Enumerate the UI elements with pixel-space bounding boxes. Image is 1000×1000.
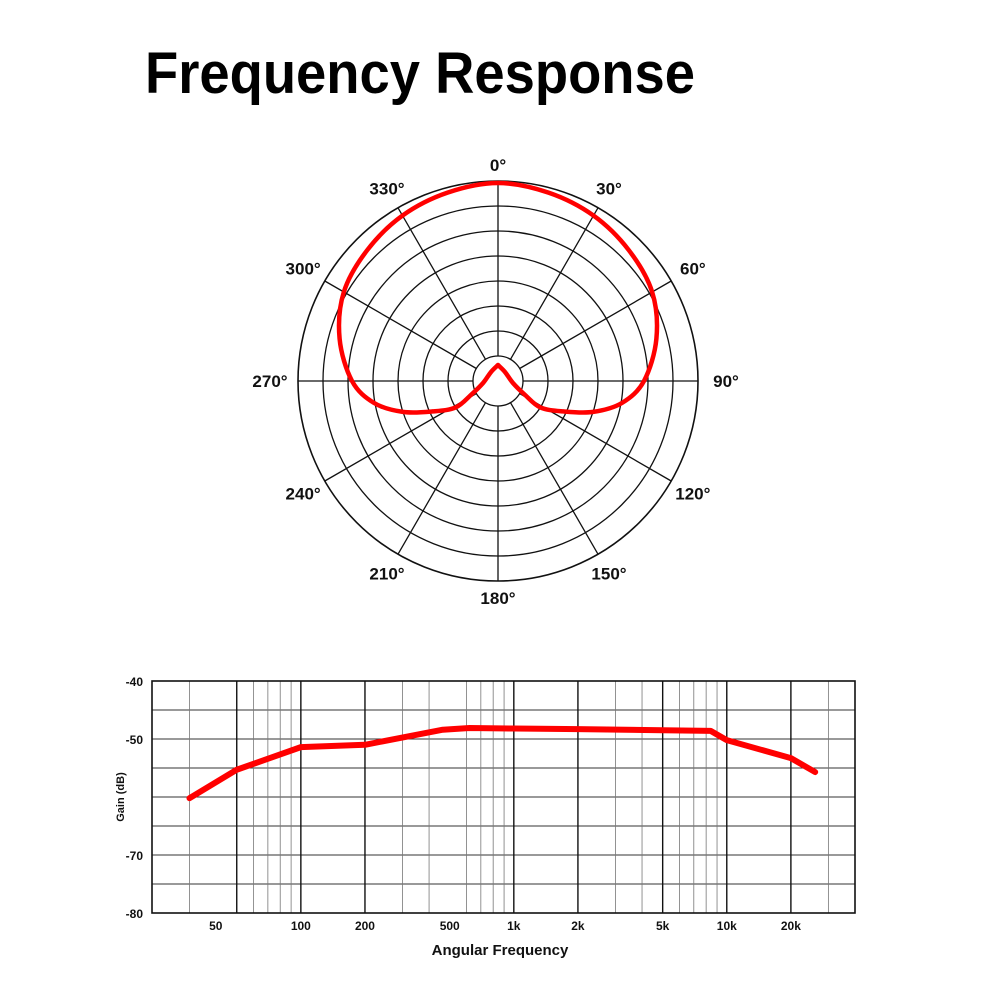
- x-axis-label: Angular Frequency: [432, 942, 569, 959]
- plot-frame: [151, 680, 856, 914]
- polar-angle-label: 300°: [286, 260, 321, 279]
- gain-curve: [186, 724, 819, 802]
- polar-spoke: [519, 280, 672, 370]
- polar-angle-label: 30°: [596, 180, 622, 199]
- polar-angle-label: 270°: [252, 372, 287, 391]
- polar-pattern-chart: 0° 30° 60° 90° 120° 150° 180° 210° 240° 270° 300° 3…: [252, 156, 739, 608]
- polar-angle-label: 90°: [713, 372, 739, 391]
- polar-spoke: [397, 207, 487, 360]
- frequency-response-line-chart: 50 100 200 500 1k 2k 5k 10k 20k -40 -50 -70 -80 Gain…: [115, 675, 856, 959]
- y-tick-label: -80: [126, 907, 144, 921]
- polar-angle-label: 240°: [286, 485, 321, 504]
- polar-spoke: [397, 402, 487, 555]
- x-tick-label: 20k: [781, 919, 801, 933]
- y-axis-label: Gain (dB): [115, 772, 127, 822]
- polar-pattern-curve: [336, 180, 660, 415]
- line-chart-grid: [151, 680, 856, 914]
- y-tick-label: -70: [126, 849, 144, 863]
- polar-spoke: [509, 402, 599, 555]
- x-tick-label: 200: [355, 919, 375, 933]
- x-tick-label: 500: [440, 919, 460, 933]
- line-chart-series: [186, 724, 819, 802]
- x-tick-label: 10k: [717, 919, 737, 933]
- polar-angle-label: 60°: [680, 260, 706, 279]
- y-tick-label: -50: [126, 733, 144, 747]
- x-tick-label: 1k: [507, 919, 521, 933]
- x-tick-label: 50: [209, 919, 223, 933]
- line-chart-ticks: 50 100 200 500 1k 2k 5k 10k 20k -40 -50 -70 -80: [126, 675, 802, 933]
- page-title: Frequency Response: [145, 41, 695, 106]
- x-tick-label: 5k: [656, 919, 670, 933]
- polar-angle-label: 330°: [369, 180, 404, 199]
- polar-spoke: [324, 280, 477, 370]
- x-tick-label: 2k: [571, 919, 585, 933]
- polar-spoke: [509, 207, 599, 360]
- polar-angle-label: 120°: [675, 485, 710, 504]
- polar-angle-label: 0°: [490, 156, 506, 175]
- y-tick-label: -40: [126, 675, 144, 689]
- polar-angle-label: 210°: [369, 564, 404, 583]
- polar-angle-label: 150°: [591, 564, 626, 583]
- x-tick-label: 100: [291, 919, 311, 933]
- polar-angle-label: 180°: [480, 589, 515, 608]
